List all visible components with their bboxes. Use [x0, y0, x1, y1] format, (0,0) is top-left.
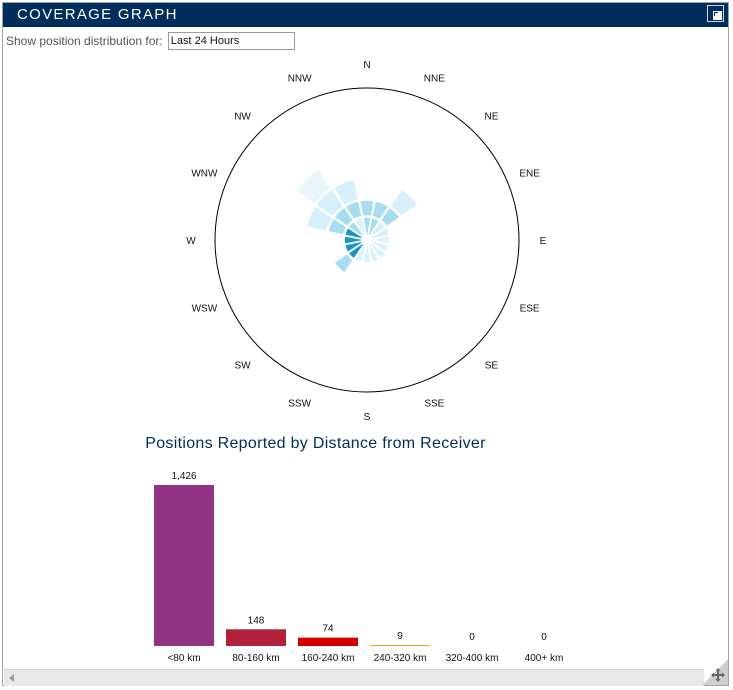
- time-range-select[interactable]: Last 24 Hours: [167, 32, 295, 50]
- panel-title: COVERAGE GRAPH: [17, 6, 178, 23]
- bar-value-label: 0: [469, 632, 475, 643]
- direction-label-wsw: WSW: [192, 303, 218, 314]
- coverage-radar-chart: N NNE NE ENE E ESE SE SSE S SSW SW WSW W WNW NW NNW: [186, 60, 547, 423]
- direction-label-s: S: [364, 412, 371, 423]
- radar-sector-ne-band-2: [389, 187, 420, 218]
- direction-label-nnw: NNW: [288, 73, 312, 84]
- direction-label-nw: NW: [234, 112, 251, 123]
- bar-240-320-km: [370, 644, 430, 646]
- radar-sector-nw-band-3: [294, 167, 333, 206]
- direction-label-w: W: [186, 236, 196, 247]
- bar-category-label: 240-320 km: [374, 653, 427, 664]
- bar-value-label: 9: [397, 631, 403, 642]
- direction-label-se: SE: [485, 360, 499, 371]
- radar-sector-nnw-band-1: [344, 199, 363, 221]
- bar-category-label: <80 km: [167, 653, 200, 664]
- radar-sector-ne-band-1: [379, 205, 402, 228]
- direction-label-sse: SSE: [424, 399, 444, 410]
- maximize-icon[interactable]: [707, 5, 724, 22]
- resize-handle[interactable]: [702, 659, 728, 685]
- direction-label-n: N: [363, 60, 370, 71]
- bar-category-label: 400+ km: [525, 653, 564, 664]
- bar-chart-title: Positions Reported by Distance from Rece…: [145, 435, 486, 452]
- horizontal-scrollbar[interactable]: [4, 669, 704, 686]
- filter-row: Show position distribution for: Last 24 …: [6, 32, 295, 50]
- bar-category-label: 80-160 km: [232, 653, 279, 664]
- bar-160-240-km: [298, 637, 358, 646]
- radar-sector-nnw-band-2: [332, 178, 360, 207]
- bar-value-label: 1,426: [171, 471, 196, 482]
- radar-outline: [214, 87, 520, 393]
- distance-bar-chart: 1,426 <80 km 148 80-160 km 74 160-240 km 9 240-…: [154, 471, 564, 664]
- bar-value-label: 74: [322, 624, 334, 635]
- direction-label-nne: NNE: [424, 73, 445, 84]
- filter-label: Show position distribution for:: [6, 34, 163, 48]
- direction-label-e: E: [540, 236, 547, 247]
- bar--80-km: [154, 485, 214, 646]
- direction-label-wnw: WNW: [191, 169, 218, 180]
- scroll-left-arrow-icon[interactable]: [9, 674, 14, 682]
- move-icon: [711, 668, 725, 682]
- direction-label-ese: ESE: [520, 303, 540, 314]
- direction-label-ssw: SSW: [288, 399, 311, 410]
- radar-sector-nw-band-2: [314, 187, 345, 218]
- direction-label-sw: SW: [234, 360, 251, 371]
- bar-category-label: 320-400 km: [446, 653, 499, 664]
- direction-label-ene: ENE: [519, 169, 540, 180]
- radar-sector-nnw-band-0: [353, 216, 367, 237]
- radar-sector-sw-band-1: [332, 252, 355, 275]
- radar-sector-wnw-band-2: [305, 205, 334, 233]
- direction-label-ne: NE: [484, 112, 498, 123]
- bar-category-label: 160-240 km: [302, 653, 355, 664]
- bar-value-label: 148: [248, 615, 265, 626]
- bar-80-160-km: [226, 629, 286, 646]
- bar-value-label: 0: [541, 632, 547, 643]
- panel-title-bar: COVERAGE GRAPH: [3, 3, 728, 27]
